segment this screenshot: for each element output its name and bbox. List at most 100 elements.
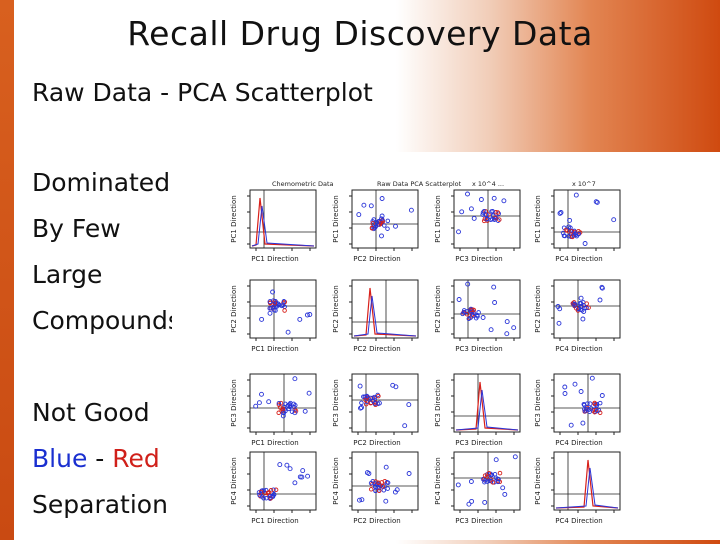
outlier-point <box>562 391 568 396</box>
panel-title: Raw Data PCA Scatterplot <box>377 180 462 188</box>
outlier-point <box>578 295 584 301</box>
panel-frame <box>553 451 621 511</box>
outlier-point <box>456 297 462 302</box>
outlier-point <box>357 497 362 503</box>
outlier-point <box>357 383 363 389</box>
data-point <box>368 400 373 406</box>
data-point <box>381 488 387 493</box>
y-axis-label: PC2 Direction <box>434 285 442 332</box>
data-point <box>287 401 292 407</box>
outlier-point <box>266 399 272 405</box>
data-point <box>592 409 597 415</box>
bullet-large: Large <box>32 260 103 289</box>
outlier-point <box>304 312 310 318</box>
panel-frame <box>351 279 419 339</box>
outlier-point <box>368 203 374 209</box>
data-point <box>569 229 574 234</box>
bullet-dominated: Dominated <box>32 168 171 197</box>
outlier-point <box>361 202 367 208</box>
outlier-point <box>465 191 470 197</box>
data-point <box>497 217 502 222</box>
outlier-point <box>393 223 398 229</box>
outlier-point <box>471 215 477 221</box>
data-point <box>276 400 282 406</box>
x-axis-label: PC4 Direction <box>555 439 602 447</box>
outlier-point <box>469 498 475 504</box>
outlier-point <box>390 382 396 388</box>
outlier-point <box>270 298 276 304</box>
panel-frame <box>453 279 521 339</box>
outlier-point <box>511 325 517 331</box>
outlier-point <box>597 297 603 303</box>
bullet-not-good: Not Good <box>32 398 150 427</box>
y-axis-label: PC1 Direction <box>230 195 238 242</box>
outlier-point <box>504 331 510 337</box>
data-point <box>470 313 476 318</box>
data-point <box>492 217 497 222</box>
outlier-point <box>468 206 474 212</box>
y-axis-label: PC4 Direction <box>332 457 340 504</box>
outlier-point <box>491 195 497 201</box>
panel-frame <box>351 373 419 433</box>
data-point <box>273 308 278 313</box>
data-point <box>484 217 489 222</box>
red-word: Red <box>112 444 160 473</box>
data-point <box>571 233 577 238</box>
data-point <box>461 309 467 315</box>
bullet-separation: Separation <box>32 490 168 519</box>
outlier-point <box>383 464 389 470</box>
data-point <box>384 479 390 485</box>
panel-title: x 10^4 ... <box>472 180 504 188</box>
outlier-point <box>568 422 574 428</box>
x-axis-label: PC4 Direction <box>555 345 602 353</box>
outlier-point <box>358 405 363 411</box>
outlier-point <box>267 299 273 305</box>
density-curve-blue <box>353 295 417 337</box>
outlier-point <box>500 485 506 491</box>
outlier-point <box>581 309 587 314</box>
outlier-point <box>611 217 617 223</box>
data-point <box>495 210 501 215</box>
outlier-point <box>557 210 563 216</box>
data-point <box>382 223 387 228</box>
data-point <box>276 402 282 408</box>
x-axis-label: PC4 Direction <box>555 517 602 525</box>
left-accent-band <box>0 0 14 540</box>
data-point <box>573 232 579 238</box>
outlier-point <box>392 489 398 495</box>
outlier-point <box>455 482 461 488</box>
x-axis-label: PC2 Direction <box>353 439 400 447</box>
outlier-point <box>297 316 303 322</box>
y-axis-label: PC2 Direction <box>230 285 238 332</box>
panel-frame <box>351 451 419 511</box>
outlier-point <box>300 468 306 474</box>
data-point <box>497 470 503 476</box>
x-axis-label: PC2 Direction <box>353 255 400 263</box>
data-point <box>490 480 496 485</box>
x-axis-label: PC3 Direction <box>455 255 502 263</box>
data-point <box>464 311 470 317</box>
bullet-blue-red: Blue - Red <box>32 444 160 473</box>
y-axis-label: PC3 Direction <box>434 379 442 426</box>
outlier-point <box>259 316 265 322</box>
outlier-point <box>491 284 497 290</box>
data-point <box>562 233 568 239</box>
data-point <box>363 401 369 407</box>
x-axis-label: PC1 Direction <box>251 255 298 263</box>
data-point <box>466 316 472 322</box>
outlier-point <box>478 197 484 202</box>
x-axis-label: PC2 Direction <box>353 517 400 525</box>
data-point <box>496 476 501 482</box>
outlier-point <box>406 471 412 476</box>
y-axis-label: PC3 Direction <box>230 379 238 426</box>
data-point <box>482 478 488 483</box>
density-curve-red <box>251 197 315 247</box>
y-axis-label: PC2 Direction <box>332 285 340 332</box>
outlier-point <box>306 390 312 396</box>
x-axis-label: PC4 Direction <box>555 255 602 263</box>
outlier-point <box>488 327 494 333</box>
data-point <box>489 209 494 214</box>
outlier-point <box>483 212 489 218</box>
density-curve-red <box>555 459 619 509</box>
data-point <box>380 484 386 489</box>
